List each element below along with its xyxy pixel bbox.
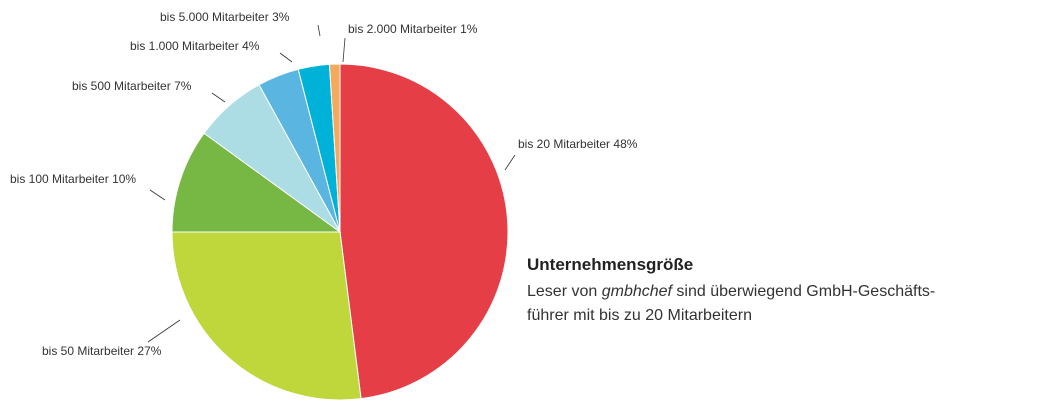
slice-value: 3% (272, 10, 290, 24)
slice-label: bis 5.000 Mitarbeiter 3% (160, 10, 290, 24)
leader-line (342, 37, 346, 63)
slice-category: bis 2.000 Mitarbeiter (348, 22, 457, 36)
subtitle-part: sind überwiegend GmbH-Geschäfts- (672, 283, 935, 300)
slice-label: bis 50 Mitarbeiter 27% (42, 344, 162, 358)
chart-title: Unternehmensgröße (527, 255, 693, 274)
pie-slice (339, 63, 509, 400)
pie-slice (171, 231, 362, 401)
leader-line (317, 24, 321, 37)
slice-value: 48% (613, 137, 637, 151)
subtitle-part: Leser von (527, 283, 602, 300)
slice-value: 27% (137, 344, 161, 358)
slice-value: 10% (112, 172, 136, 186)
slice-value: 7% (174, 79, 192, 93)
slice-category: bis 50 Mitarbeiter (42, 344, 134, 358)
pie-slice (328, 63, 341, 233)
slice-label: bis 1.000 Mitarbeiter 4% (130, 39, 260, 53)
leader-line (279, 52, 293, 63)
pie-slice (171, 132, 342, 233)
slice-label: bis 500 Mitarbeiter 7% (72, 79, 192, 93)
leader-line (504, 154, 516, 171)
slice-category: bis 20 Mitarbeiter (518, 137, 610, 151)
slice-label: bis 20 Mitarbeiter 48% (518, 137, 638, 151)
slice-value: 4% (242, 39, 260, 53)
slice-category: bis 5.000 Mitarbeiter (160, 10, 269, 24)
slice-category: bis 100 Mitarbeiter (10, 172, 109, 186)
subtitle-part: gmbhchef (602, 283, 674, 300)
subtitle-part: führer mit bis zu 20 Mitarbeitern (527, 307, 752, 324)
leader-line (147, 319, 181, 343)
slice-label: bis 2.000 Mitarbeiter 1% (348, 22, 478, 36)
leader-line (149, 189, 166, 201)
chart-subtitle: Leser von gmbhchef sind überwiegend GmbH… (527, 283, 940, 324)
leader-line (211, 92, 226, 103)
slice-label: bis 100 Mitarbeiter 10% (10, 172, 136, 186)
slice-category: bis 500 Mitarbeiter (72, 79, 171, 93)
slice-value: 1% (460, 22, 478, 36)
slice-category: bis 1.000 Mitarbeiter (130, 39, 239, 53)
